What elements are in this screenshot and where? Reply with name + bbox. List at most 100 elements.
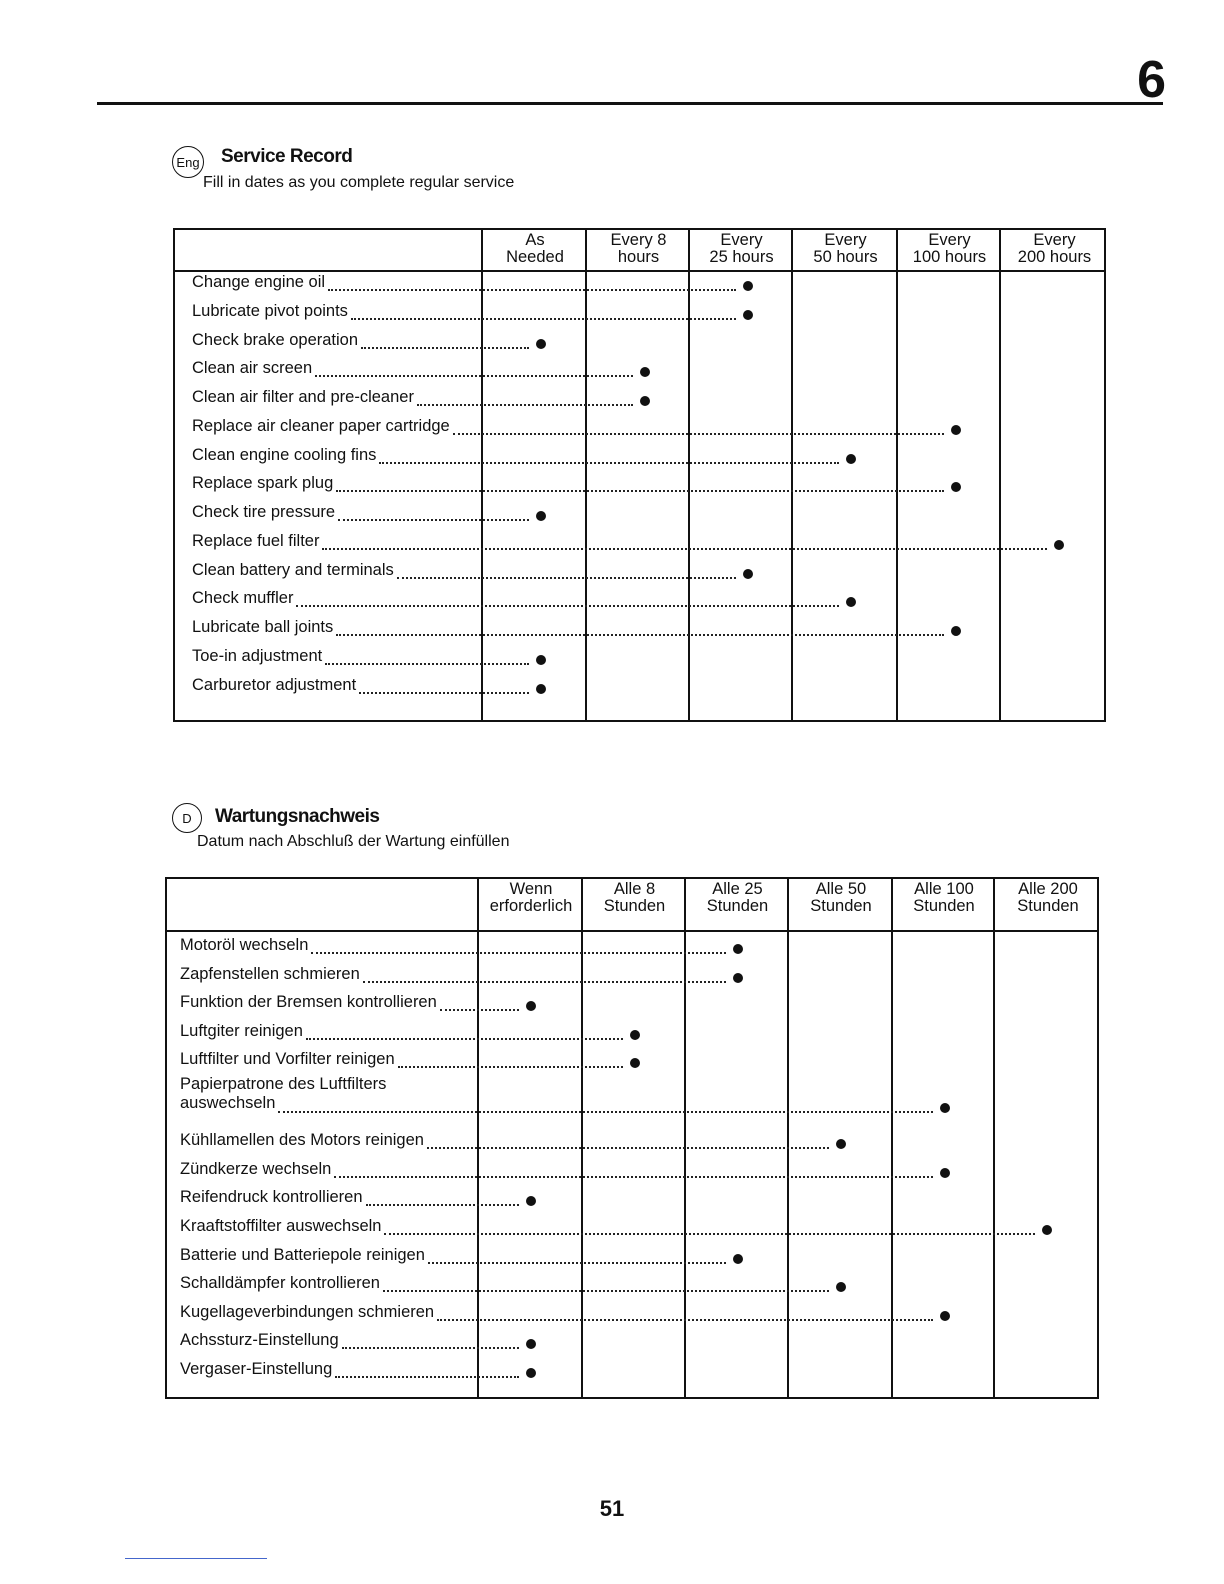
column-header: Alle 50 Stunden bbox=[810, 880, 872, 915]
table-row: Vergaser-Einstellung bbox=[167, 1360, 1097, 1391]
dotted-leader bbox=[305, 1037, 623, 1040]
table-row: Check brake operation bbox=[175, 330, 1104, 362]
interval-dot bbox=[536, 338, 546, 349]
interval-dot bbox=[733, 972, 743, 983]
table-row: Zündkerze wechseln bbox=[167, 1159, 1097, 1191]
table-row: Clean air filter and pre-cleaner bbox=[175, 388, 1104, 419]
task-label: Lubricate pivot points bbox=[192, 301, 348, 320]
interval-dot bbox=[940, 1103, 950, 1113]
column-divider bbox=[585, 230, 587, 720]
table-row: Luftfilter und Vorfilter reinigen bbox=[167, 1050, 1097, 1081]
section-title: Wartungsnachweis bbox=[215, 806, 380, 827]
interval-dot bbox=[640, 367, 650, 378]
task-label: Check muffler bbox=[192, 589, 294, 608]
column-header: Every 100 hours bbox=[912, 231, 987, 266]
column-header: Alle 100 Stunden bbox=[913, 880, 975, 915]
task-label: Motoröl wechseln bbox=[180, 936, 309, 954]
column-divider bbox=[999, 230, 1001, 720]
task-label: Carburetor adjustment bbox=[192, 675, 357, 694]
interval-dot bbox=[1042, 1225, 1052, 1235]
dotted-leader bbox=[315, 375, 633, 378]
dotted-leader bbox=[334, 1175, 933, 1178]
dotted-leader bbox=[335, 1376, 519, 1378]
dotted-leader bbox=[359, 691, 529, 694]
column-divider bbox=[481, 230, 483, 720]
table-row: Lubricate ball joints bbox=[175, 618, 1104, 649]
task-label: Luftgiter reinigen bbox=[180, 1021, 303, 1040]
task-label: Check brake operation bbox=[192, 330, 359, 349]
dotted-leader bbox=[379, 461, 839, 464]
interval-dot bbox=[743, 568, 753, 579]
column-divider bbox=[688, 230, 690, 720]
interval-dot bbox=[536, 654, 546, 665]
table-row: Toe-in adjustment bbox=[175, 647, 1104, 678]
dotted-leader bbox=[350, 317, 736, 320]
dotted-leader bbox=[296, 605, 839, 608]
dotted-leader bbox=[382, 1290, 829, 1293]
interval-dot bbox=[743, 281, 753, 291]
interval-dot bbox=[630, 1058, 640, 1069]
table-row: Motoröl wechseln bbox=[167, 936, 1097, 967]
table-row: Replace air cleaner paper cartridge bbox=[175, 417, 1104, 448]
page-number: 51 bbox=[599, 1496, 625, 1521]
table-row: Funktion der Bremsen kontrollieren bbox=[167, 993, 1097, 1024]
task-label: Reifendruck kontrollieren bbox=[180, 1188, 363, 1207]
dotted-leader bbox=[437, 1318, 933, 1321]
table-row: Schalldämpfer kontrollieren bbox=[167, 1274, 1097, 1305]
table-row: Replace spark plug bbox=[175, 474, 1104, 505]
task-label: Batterie und Batteriepole reinigen bbox=[180, 1245, 425, 1264]
interval-dot bbox=[526, 1196, 536, 1207]
dotted-leader bbox=[396, 576, 736, 579]
column-divider bbox=[787, 879, 789, 1397]
interval-dot bbox=[630, 1029, 640, 1040]
section-subtitle: Fill in dates as you complete regular se… bbox=[203, 174, 515, 191]
section-title: Service Record bbox=[221, 146, 353, 167]
column-header: Alle 25 Stunden bbox=[706, 880, 769, 915]
dotted-leader bbox=[328, 289, 736, 291]
interval-dot bbox=[526, 1339, 536, 1350]
service-table: Wenn erforderlich Alle 8 Stunden Alle 25 S… bbox=[165, 877, 1099, 1399]
task-label: Replace spark plug bbox=[192, 474, 334, 493]
dotted-leader bbox=[365, 1204, 519, 1207]
interval-dot bbox=[836, 1282, 846, 1293]
task-label: Zündkerze wechseln bbox=[180, 1159, 332, 1178]
dotted-leader bbox=[426, 1147, 829, 1150]
column-header: Every 25 hours bbox=[709, 231, 774, 266]
chapter-number: 6 bbox=[1137, 51, 1166, 109]
dotted-leader bbox=[338, 519, 529, 521]
interval-dot bbox=[846, 453, 856, 464]
dotted-leader bbox=[341, 1347, 519, 1350]
interval-dot bbox=[940, 1310, 950, 1321]
column-header: Wenn erforderlich bbox=[489, 880, 573, 915]
dotted-leader bbox=[322, 547, 1047, 550]
column-divider bbox=[477, 879, 479, 1397]
interval-dot bbox=[836, 1139, 846, 1150]
interval-dot bbox=[640, 396, 650, 406]
task-label: Clean battery and terminals bbox=[192, 560, 394, 579]
interval-dot bbox=[526, 1001, 536, 1012]
task-label: Clean air screen bbox=[192, 359, 313, 378]
dotted-leader bbox=[325, 662, 529, 665]
column-divider bbox=[581, 879, 583, 1397]
interval-dot bbox=[951, 482, 961, 493]
column-divider bbox=[684, 879, 686, 1397]
column-divider bbox=[891, 879, 893, 1397]
task-label: Luftfilter und Vorfilter reinigen bbox=[180, 1050, 395, 1069]
table-row: Achssturz-Einstellung bbox=[167, 1331, 1097, 1362]
task-label: Vergaser-Einstellung bbox=[180, 1360, 333, 1378]
table-row: Carburetor adjustment bbox=[175, 675, 1104, 707]
language-badge: Eng bbox=[172, 146, 204, 178]
column-divider bbox=[993, 879, 995, 1397]
dotted-leader bbox=[311, 952, 726, 954]
interval-dot bbox=[846, 597, 856, 608]
table-row: Reifendruck kontrollieren bbox=[167, 1188, 1097, 1219]
header-divider bbox=[167, 930, 1097, 932]
column-header: Alle 8 Stunden bbox=[603, 880, 666, 915]
task-label: Kraaftstoffilter auswechseln bbox=[180, 1217, 382, 1235]
dotted-leader bbox=[362, 980, 726, 983]
dotted-leader bbox=[336, 634, 944, 636]
dotted-leader bbox=[278, 1111, 933, 1113]
table-row: Zapfenstellen schmieren bbox=[167, 965, 1097, 996]
table-row: Check muffler bbox=[175, 589, 1104, 620]
table-row: Clean air screen bbox=[175, 359, 1104, 390]
